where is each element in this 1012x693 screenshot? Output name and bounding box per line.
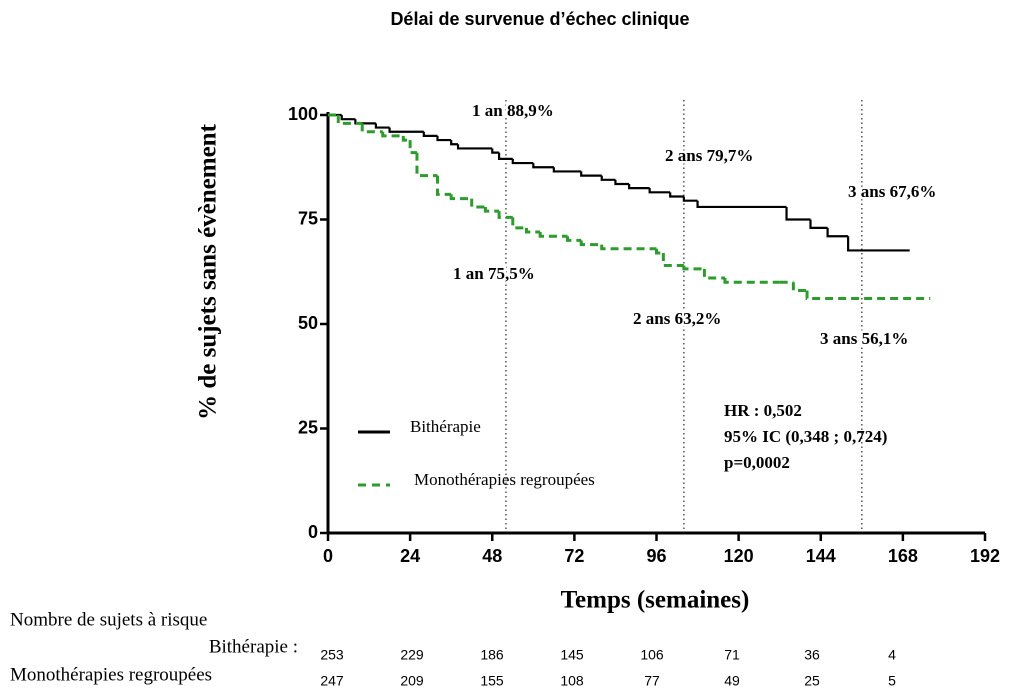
- annotation: 3 ans 56,1%: [820, 329, 908, 348]
- y-axis-title: % de sujets sans évènement: [195, 123, 222, 419]
- survival-step: [524, 227, 541, 234]
- risk-value: 4: [888, 647, 896, 663]
- chart-title: Délai de survenue d’échec clinique: [390, 9, 689, 29]
- survival-step: [511, 217, 527, 230]
- annotation: 2 ans 63,2%: [633, 309, 721, 328]
- survival-step: [450, 140, 459, 146]
- survival-step: [805, 290, 931, 301]
- survival-step: [682, 265, 705, 271]
- x-tick-label: 144: [806, 546, 836, 566]
- x-tick-label: 0: [323, 546, 333, 566]
- y-tick-label: 100: [288, 104, 318, 124]
- survival-step: [336, 115, 363, 125]
- survival-step: [374, 123, 390, 129]
- survival-step: [436, 135, 452, 142]
- survival-step: [408, 140, 417, 155]
- survival-step: [847, 236, 910, 252]
- survival-step: [702, 268, 725, 280]
- stat-text: HR : 0,502: [724, 401, 802, 420]
- survival-step: [497, 152, 513, 160]
- survival-step: [600, 244, 657, 251]
- survival-step: [511, 158, 534, 165]
- survival-step: [483, 206, 500, 213]
- risk-value: 209: [400, 673, 424, 689]
- survival-step: [538, 232, 568, 238]
- survival-step: [422, 131, 438, 137]
- risk-value: 25: [804, 673, 820, 689]
- survival-step: [340, 115, 356, 121]
- x-tick-label: 72: [564, 546, 584, 566]
- survival-step: [470, 198, 486, 209]
- x-tick-label: 48: [482, 546, 502, 566]
- survival-step: [826, 227, 849, 238]
- annotation: 3 ans 67,6%: [848, 182, 936, 201]
- y-tick-label: 75: [298, 208, 318, 228]
- risk-value: 253: [320, 647, 344, 663]
- x-tick-label: 192: [970, 546, 1000, 566]
- y-tick-label: 50: [298, 313, 318, 333]
- x-tick-label: 168: [888, 546, 918, 566]
- risk-value: 145: [560, 647, 584, 663]
- survival-step: [497, 211, 513, 219]
- survival-step: [360, 123, 383, 134]
- risk-value: 155: [480, 673, 504, 689]
- x-tick-label: 24: [400, 546, 420, 566]
- stat-text: 95% IC (0,348 ; 0,724): [724, 427, 887, 446]
- risk-row-label: Monothérapies regroupées: [10, 664, 212, 685]
- legend-label: Monothérapies regroupées: [414, 470, 595, 489]
- risk-value: 106: [640, 647, 664, 663]
- annotation: 1 an 88,9%: [472, 101, 554, 120]
- survival-step: [415, 152, 438, 178]
- survival-step: [388, 127, 424, 133]
- survival-step: [491, 148, 500, 154]
- survival-step: [381, 131, 404, 138]
- survival-step: [723, 278, 780, 284]
- survival-step: [449, 194, 472, 201]
- risk-row-label: Bithérapie :: [209, 636, 298, 657]
- survival-step: [580, 171, 602, 177]
- x-tick-label: 120: [724, 546, 754, 566]
- survival-step: [682, 196, 698, 202]
- survival-step: [648, 188, 671, 194]
- y-tick-label: 0: [308, 522, 318, 542]
- survival-step: [456, 144, 493, 150]
- stat-text: p=0,0002: [724, 453, 790, 472]
- annotation: 2 ans 79,7%: [665, 146, 753, 165]
- annotation: 1 an 75,5%: [453, 264, 535, 283]
- survival-step: [532, 163, 554, 169]
- survival-step: [614, 179, 630, 186]
- survival-step: [785, 206, 811, 221]
- survival-step: [661, 252, 684, 267]
- survival-step: [669, 192, 684, 198]
- risk-value: 108: [560, 673, 584, 689]
- survival-step: [696, 200, 787, 209]
- x-axis-title: Temps (semaines): [561, 587, 750, 614]
- survival-step: [354, 119, 376, 125]
- risk-title: Nombre de sujets à risque: [10, 609, 207, 630]
- survival-step: [436, 175, 452, 196]
- legend-label: Bithérapie: [410, 417, 481, 436]
- survival-step: [655, 248, 664, 255]
- survival-step: [552, 167, 582, 173]
- survival-step: [401, 135, 411, 142]
- survival-step: [579, 240, 602, 247]
- x-tick-label: 96: [646, 546, 666, 566]
- survival-step: [809, 219, 828, 229]
- risk-value: 186: [480, 647, 504, 663]
- survival-step: [566, 236, 582, 242]
- survival-step: [628, 183, 650, 190]
- risk-value: 247: [320, 673, 344, 689]
- risk-value: 229: [400, 647, 424, 663]
- y-tick-label: 25: [298, 417, 318, 437]
- risk-value: 5: [888, 673, 896, 689]
- risk-value: 77: [644, 673, 660, 689]
- risk-value: 36: [804, 647, 820, 663]
- risk-value: 49: [724, 673, 740, 689]
- survival-step: [600, 175, 616, 181]
- risk-value: 71: [724, 647, 740, 663]
- survival-step: [791, 282, 808, 293]
